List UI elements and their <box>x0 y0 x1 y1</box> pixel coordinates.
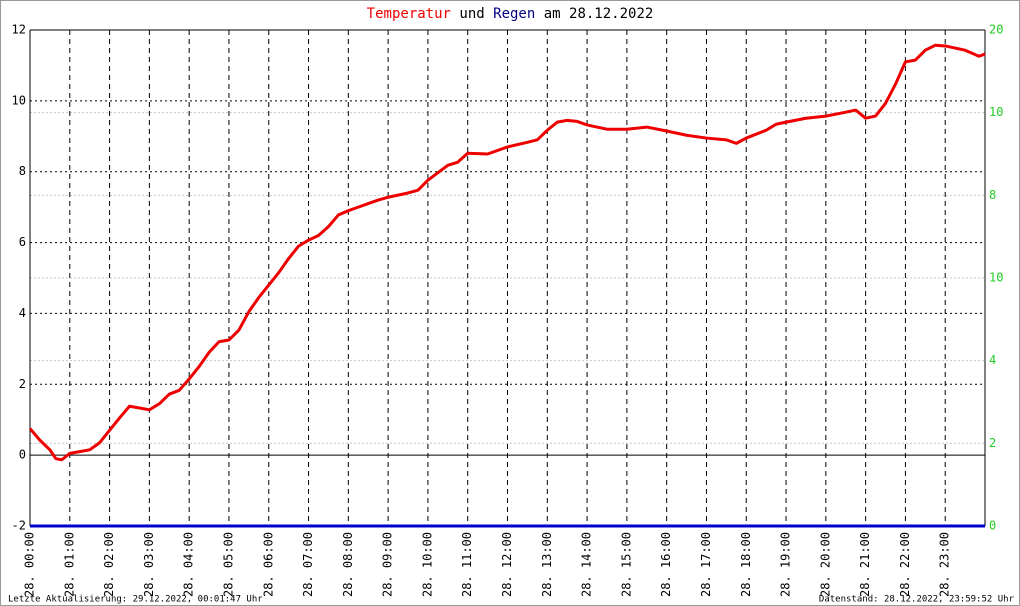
x-tick-label: 28. 09:00 <box>381 532 395 597</box>
footer-right: Datenstand: 28.12.2022, 23:59:52 Uhr <box>819 595 1015 605</box>
x-tick-label: 28. 23:00 <box>938 532 952 597</box>
title-word: Temperatur <box>367 6 451 22</box>
x-tick-label: 28. 14:00 <box>580 532 594 597</box>
x-tick-label: 28. 04:00 <box>182 532 196 597</box>
x-tick-label: 28. 13:00 <box>540 532 554 597</box>
x-tick-label: 28. 08:00 <box>341 532 355 597</box>
y2-tick-label: 10 <box>989 105 1003 119</box>
x-tick-label: 28. 12:00 <box>500 532 514 597</box>
y-tick-label: 12 <box>12 23 26 37</box>
x-tick-label: 28. 01:00 <box>62 532 76 597</box>
x-tick-label: 28. 22:00 <box>898 532 912 597</box>
title-word: und <box>459 6 484 22</box>
x-tick-label: 28. 03:00 <box>142 532 156 597</box>
y-tick-label: 6 <box>19 235 26 249</box>
y-tick-label: 10 <box>12 93 26 107</box>
x-tick-label: 28. 19:00 <box>779 532 793 597</box>
x-tick-label: 28. 10:00 <box>420 532 434 597</box>
x-tick-label: 28. 00:00 <box>23 532 37 597</box>
x-tick-label: 28. 11:00 <box>460 532 474 597</box>
x-tick-label: 28. 15:00 <box>619 532 633 597</box>
y2-tick-label: 0 <box>989 519 996 533</box>
y-tick-label: 4 <box>19 306 26 320</box>
x-tick-label: 28. 06:00 <box>261 532 275 597</box>
title-word: am 28.12.2022 <box>544 6 654 22</box>
y2-tick-label: 10 <box>989 271 1003 285</box>
y2-tick-label: 20 <box>989 23 1003 37</box>
x-tick-label: 28. 16:00 <box>659 532 673 597</box>
y-tick-label: 0 <box>19 448 26 462</box>
x-tick-label: 28. 18:00 <box>739 532 753 597</box>
y-tick-label: -2 <box>12 519 26 533</box>
x-tick-label: 28. 05:00 <box>221 532 235 597</box>
x-tick-label: 28. 02:00 <box>102 532 116 597</box>
y-tick-label: 8 <box>19 164 26 178</box>
x-tick-label: 28. 21:00 <box>858 532 872 597</box>
y2-tick-label: 2 <box>989 436 996 450</box>
chart-title: Temperatur und Regen am 28.12.2022 <box>367 6 654 22</box>
series-line <box>28 43 986 462</box>
y-tick-label: 2 <box>19 377 26 391</box>
x-tick-label: 28. 07:00 <box>301 532 315 597</box>
y2-tick-label: 8 <box>989 188 996 202</box>
x-tick-label: 28. 17:00 <box>699 532 713 597</box>
footer-left: Letzte Aktualisierung: 29.12.2022, 00:01… <box>8 595 263 605</box>
x-tick-label: 28. 20:00 <box>818 532 832 597</box>
y2-tick-label: 4 <box>989 353 996 367</box>
title-word: Regen <box>493 6 535 22</box>
